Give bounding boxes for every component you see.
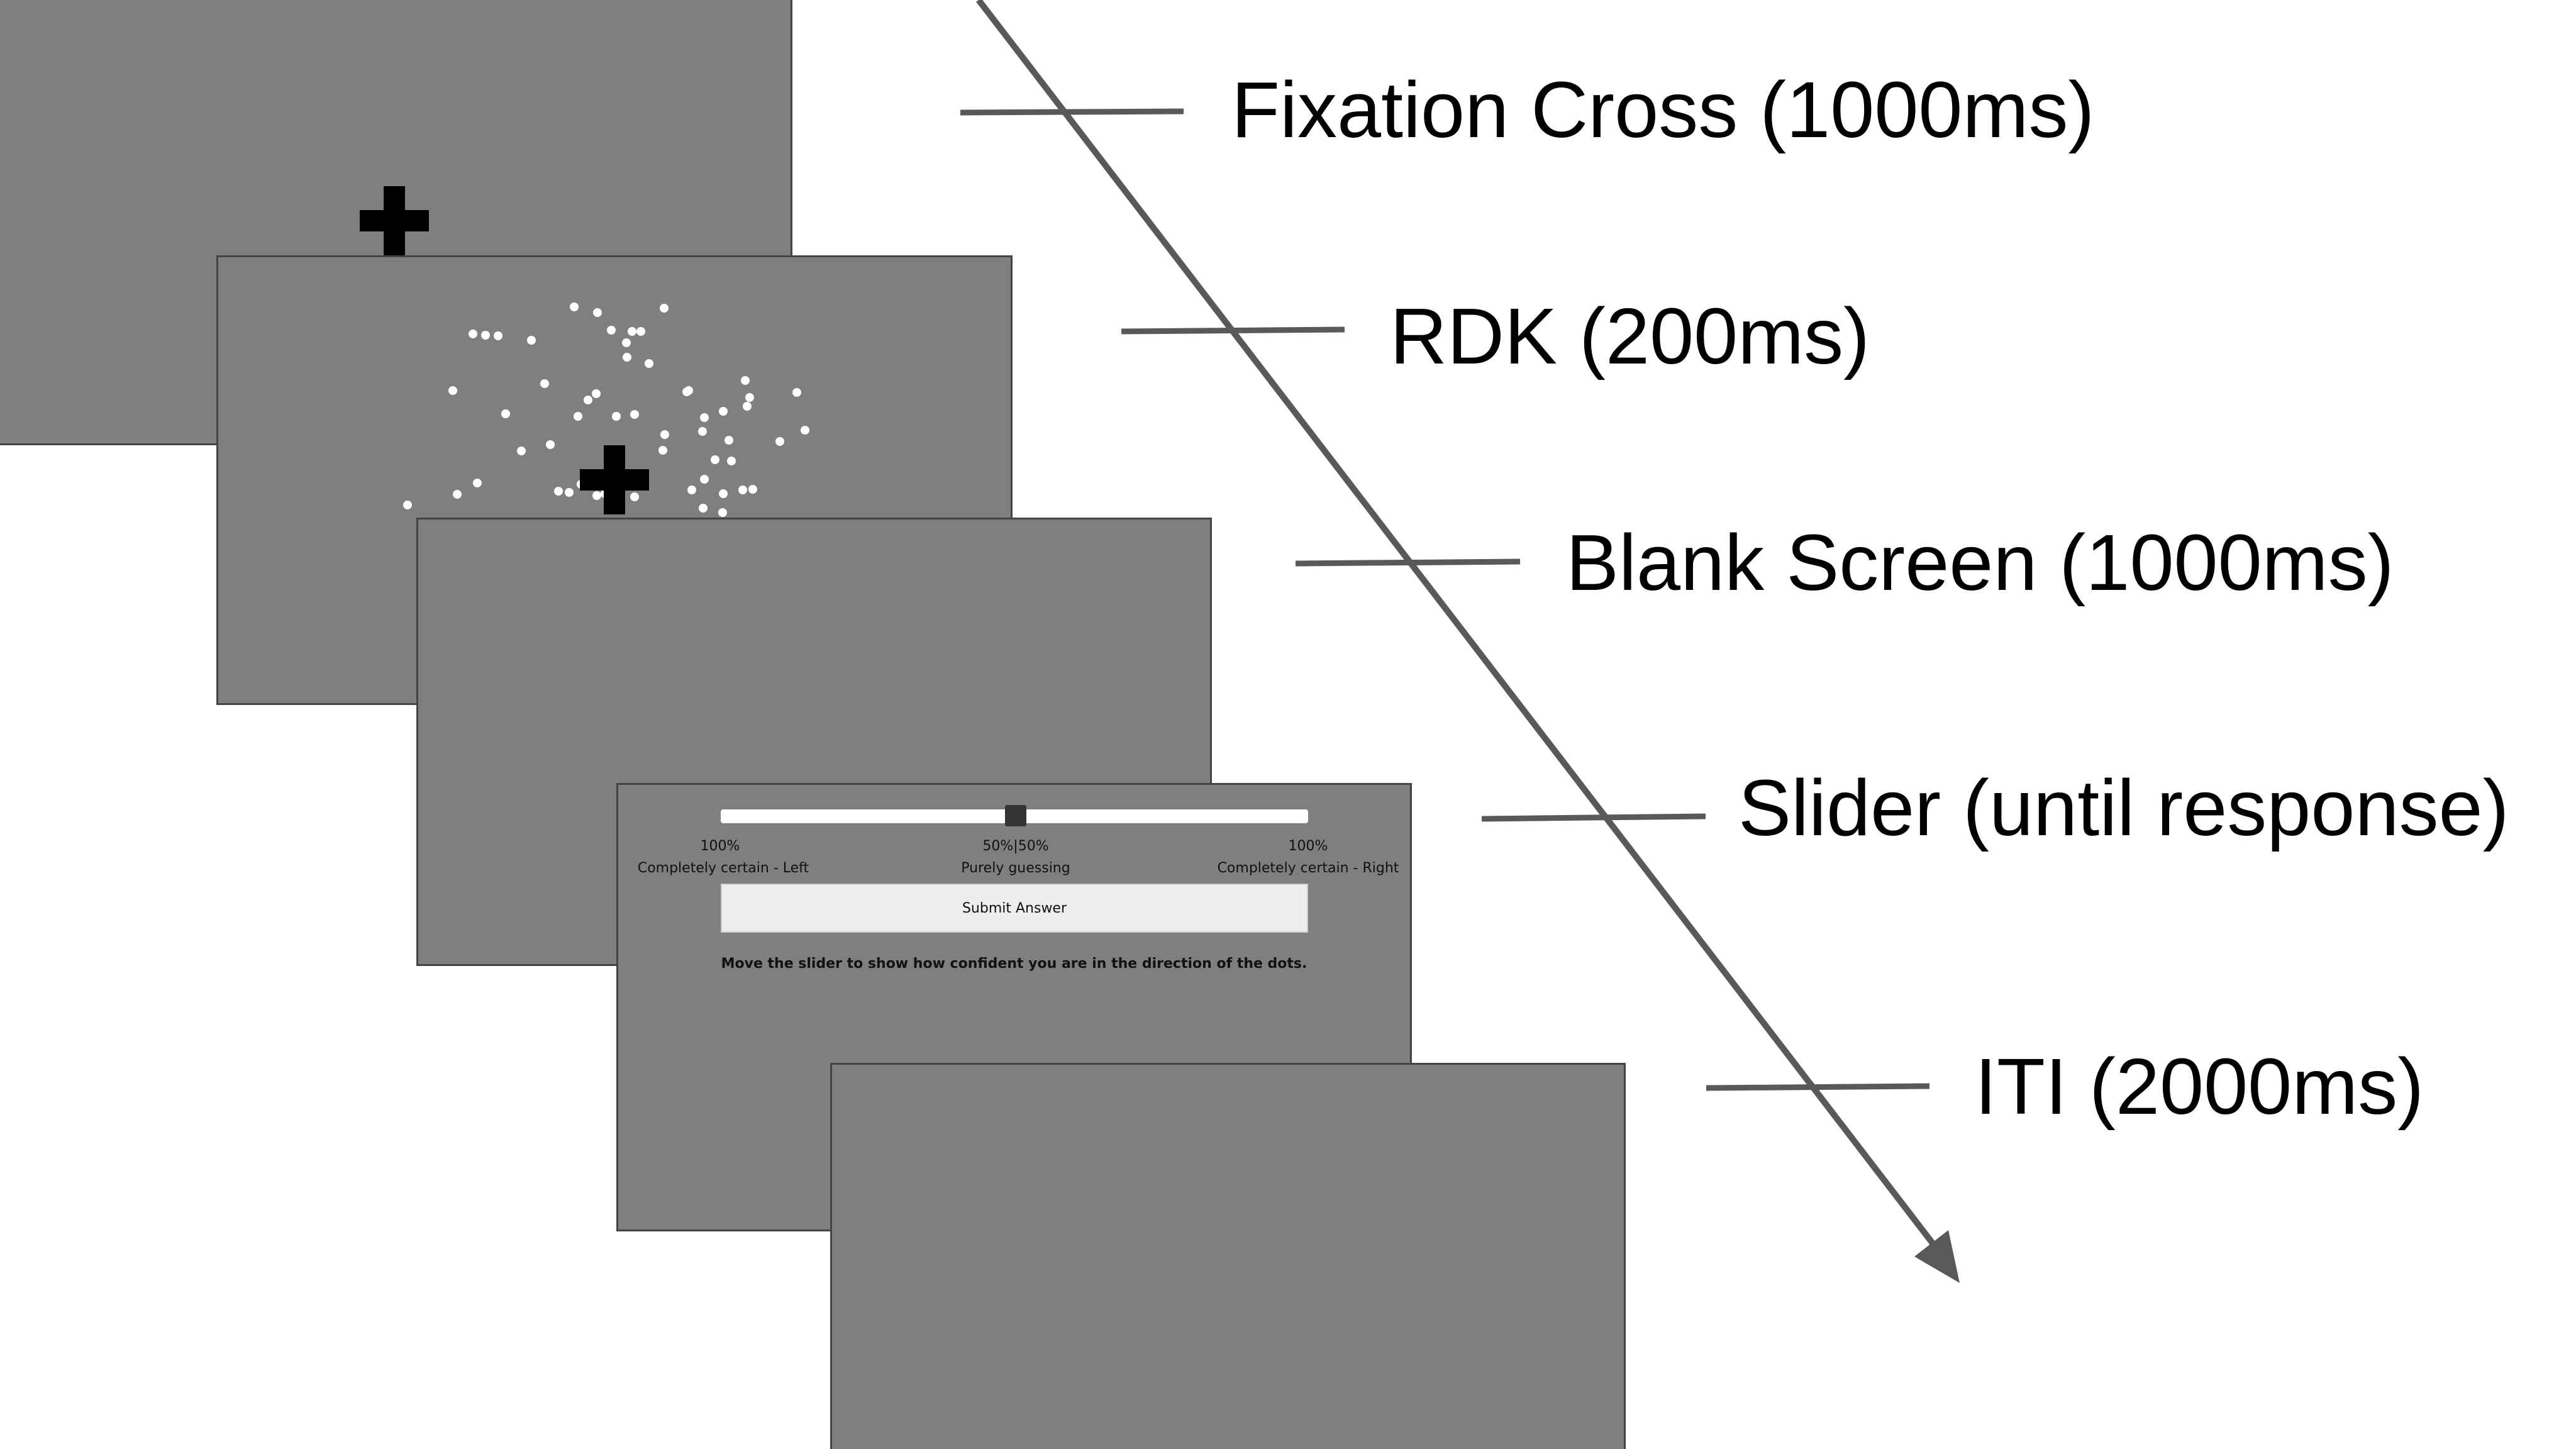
slider-left-label: Completely certain - Left bbox=[637, 860, 809, 876]
step-label-fixation: Fixation Cross (1000ms) bbox=[1231, 65, 2095, 154]
slider-left-percent: 100% bbox=[700, 838, 740, 854]
connector-line-blank bbox=[1295, 558, 1521, 567]
fixation-cross-icon bbox=[580, 445, 649, 514]
step-label-slider: Slider (until response) bbox=[1738, 763, 2509, 852]
iti-screen bbox=[830, 1063, 1626, 1449]
submit-answer-button[interactable]: Submit Answer bbox=[721, 884, 1308, 933]
connector-line-fixation bbox=[960, 108, 1184, 116]
step-label-blank: Blank Screen (1000ms) bbox=[1566, 518, 2394, 607]
connector-line-slider bbox=[1481, 813, 1706, 822]
fixation-cross-icon bbox=[360, 186, 429, 255]
connector-line-iti bbox=[1706, 1083, 1930, 1091]
step-label-iti: ITI (2000ms) bbox=[1975, 1042, 2424, 1131]
slider-right-percent: 100% bbox=[1288, 838, 1328, 854]
time-arrow-head bbox=[1914, 1230, 1960, 1283]
slider-right-label: Completely certain - Right bbox=[1217, 860, 1399, 876]
slider-instruction: Move the slider to show how confident yo… bbox=[721, 956, 1307, 972]
slider-center-label: Purely guessing bbox=[961, 860, 1070, 876]
confidence-slider-thumb[interactable] bbox=[1005, 805, 1026, 826]
step-label-rdk: RDK (200ms) bbox=[1390, 292, 1870, 380]
slider-center-percent: 50%|50% bbox=[982, 838, 1049, 854]
connector-line-rdk bbox=[1121, 326, 1345, 335]
